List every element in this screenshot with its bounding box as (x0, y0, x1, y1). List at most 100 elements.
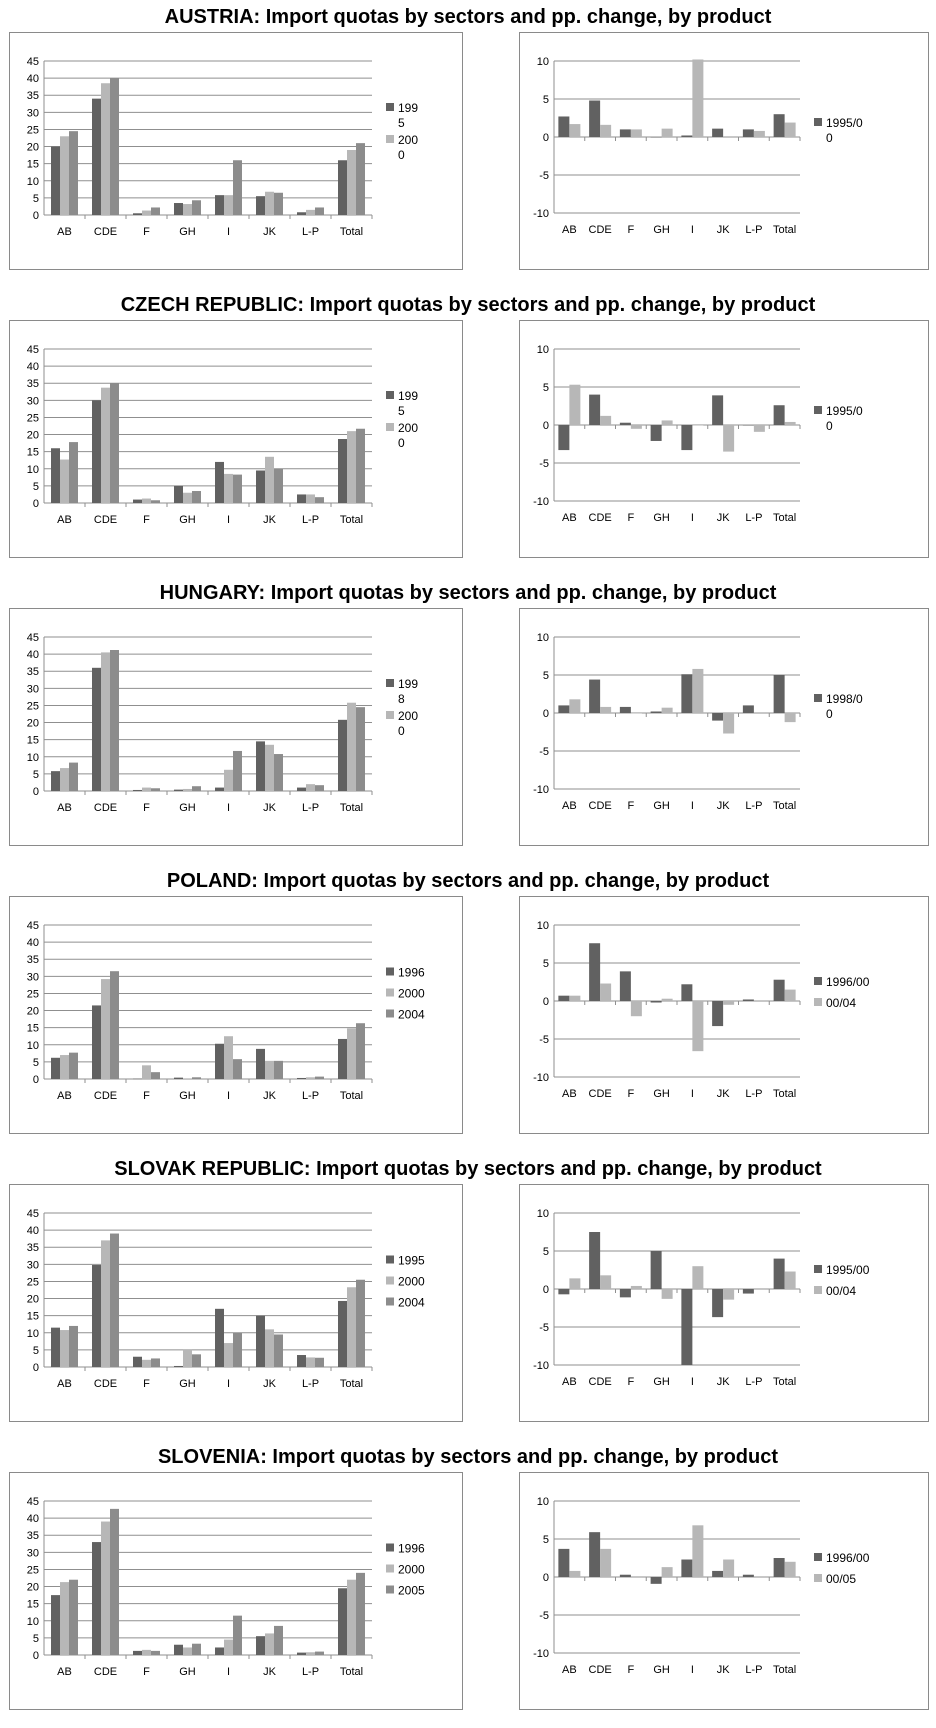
bar (712, 128, 724, 137)
x-tick-label: Total (340, 1090, 363, 1102)
legend-swatch (386, 135, 394, 143)
x-tick-label: I (691, 1376, 694, 1388)
bar (92, 1542, 101, 1655)
y-tick-label: 35 (27, 666, 39, 678)
x-tick-label: GH (653, 1664, 670, 1676)
y-tick-label: 40 (27, 73, 39, 85)
y-tick-label: 10 (537, 1208, 549, 1220)
bar (589, 1532, 601, 1577)
bar (315, 1357, 324, 1367)
quota-chart-frame: 0 5 10 15 20 25 30 35 40 45 AB CDE F GH I JK L-P Total 199… (9, 1184, 463, 1422)
bar (753, 1576, 765, 1577)
x-tick-label: AB (57, 514, 72, 526)
bar (315, 1651, 324, 1655)
bar (569, 1570, 581, 1577)
bar (753, 712, 765, 713)
y-tick-label: -5 (539, 1034, 549, 1046)
y-tick-label: 10 (27, 464, 39, 476)
bar (224, 769, 233, 791)
bar (630, 425, 642, 429)
y-tick-label: -10 (533, 1648, 549, 1660)
bar (306, 784, 315, 791)
bar (297, 787, 306, 791)
x-tick-label: Total (773, 800, 796, 812)
y-tick-label: 15 (27, 447, 39, 459)
section-hungary: HUNGARY: Import quotas by sectors and pp… (0, 576, 936, 864)
y-tick-label: -5 (539, 170, 549, 182)
x-tick-label: CDE (94, 802, 117, 814)
quota-chart-frame: 0 5 10 15 20 25 30 35 40 45 AB CDE F GH I JK L-P Total 199… (9, 1472, 463, 1710)
quota-chart: 0 5 10 15 20 25 30 35 40 45 AB CDE F GH I JK L-P Total 199… (27, 920, 425, 1102)
x-tick-label: Total (340, 1378, 363, 1390)
bar (742, 999, 754, 1001)
bar (712, 1570, 724, 1577)
legend-swatch (386, 103, 394, 111)
x-tick-label: CDE (589, 224, 612, 236)
bar (51, 1057, 60, 1079)
bar (51, 146, 60, 215)
bar (101, 1240, 110, 1367)
x-tick-label: F (628, 512, 635, 524)
bar (215, 1308, 224, 1367)
bar (174, 1365, 183, 1367)
bar (224, 1639, 233, 1655)
bar (274, 1060, 283, 1079)
x-tick-label: CDE (94, 226, 117, 238)
bar (692, 1001, 704, 1052)
bar (69, 131, 78, 215)
quota-chart: 0 5 10 15 20 25 30 35 40 45 AB CDE F GH I JK L-P Total 199… (27, 56, 419, 238)
bar (784, 1561, 796, 1577)
bar (233, 1059, 242, 1079)
bar (600, 415, 612, 425)
quota-chart: 0 5 10 15 20 25 30 35 40 45 AB CDE F GH I JK L-P Total 199… (27, 1208, 425, 1390)
x-tick-label: JK (717, 512, 731, 524)
x-tick-label: GH (653, 800, 670, 812)
change-chart-frame: -10 -5 0 5 10 AB CDE F GH I JK L-P Total 1996/00 00/05 (519, 1472, 929, 1710)
section-title: SLOVAK REPUBLIC: Import quotas by sector… (114, 1158, 822, 1180)
bar (215, 787, 224, 791)
y-tick-label: 10 (27, 752, 39, 764)
x-tick-label: I (691, 512, 694, 524)
x-tick-label: L-P (302, 1378, 319, 1390)
bar (723, 1559, 735, 1577)
y-tick-label: -10 (533, 496, 549, 508)
y-tick-label: 30 (27, 1259, 39, 1271)
bar (151, 500, 160, 503)
legend-label: 2000 (398, 987, 425, 1001)
legend-label: 2004 (398, 1008, 425, 1022)
bar (619, 706, 631, 713)
bar (558, 995, 570, 1001)
legend-swatch (814, 118, 822, 126)
x-tick-label: GH (179, 226, 196, 238)
y-tick-label: 0 (543, 1284, 549, 1296)
legend-label: 2004 (398, 1296, 425, 1310)
bar (569, 995, 581, 1001)
legend-label: 00/05 (826, 1572, 856, 1586)
bar (773, 675, 785, 713)
bar (69, 762, 78, 791)
y-tick-label: 15 (27, 735, 39, 747)
x-tick-label: I (227, 514, 230, 526)
change-chart: -10 -5 0 5 10 AB CDE F GH I JK L-P Total 1998/0 0 (533, 632, 863, 812)
bar (784, 989, 796, 1001)
y-tick-label: 10 (27, 1328, 39, 1340)
bar (183, 1349, 192, 1367)
bar (692, 425, 704, 426)
section-austria: AUSTRIA: Import quotas by sectors and pp… (0, 0, 936, 288)
bar (569, 699, 581, 713)
bar (133, 789, 142, 791)
bar (265, 1060, 274, 1079)
bar (306, 1652, 315, 1655)
x-tick-label: AB (562, 1376, 577, 1388)
bar (101, 83, 110, 215)
x-tick-label: I (227, 226, 230, 238)
legend-swatch (814, 1286, 822, 1294)
y-tick-label: 10 (537, 632, 549, 644)
bar (569, 124, 581, 137)
y-tick-label: 0 (543, 1572, 549, 1584)
bar (174, 485, 183, 503)
x-tick-label: Total (773, 1088, 796, 1100)
bar (742, 1289, 754, 1294)
bar (742, 1574, 754, 1577)
y-tick-label: -5 (539, 458, 549, 470)
